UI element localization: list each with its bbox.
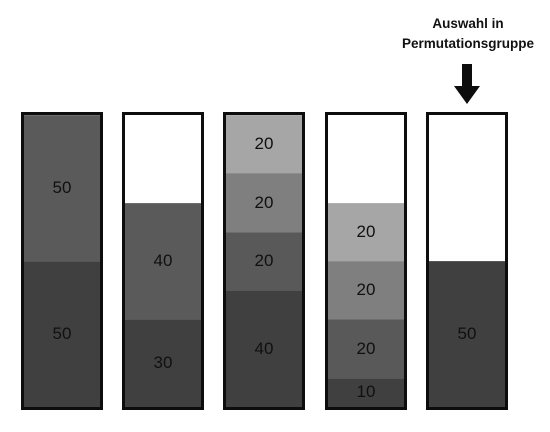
column-1-segment-2: 50 xyxy=(24,261,100,407)
column-4-segment-3: 20 xyxy=(328,319,404,377)
column-1: 50 50 xyxy=(21,112,103,410)
column-3-segment-4: 40 xyxy=(226,290,302,407)
column-3-segment-2: 20 xyxy=(226,173,302,231)
column-4: 20 20 20 10 xyxy=(325,112,407,410)
column-4-segment-1: 20 xyxy=(328,203,404,261)
annotation-label: Auswahl in Permutationsgruppe xyxy=(396,14,540,54)
column-4-segment-2: 20 xyxy=(328,261,404,319)
down-arrow-icon xyxy=(454,64,480,106)
annotation-line-1: Auswahl in xyxy=(396,14,540,34)
column-3-segment-3: 20 xyxy=(226,232,302,290)
column-1-segment-1: 50 xyxy=(24,115,100,261)
column-3-segment-1: 20 xyxy=(226,115,302,173)
column-5-segment-1: 50 xyxy=(429,261,505,407)
column-4-segment-4: 10 xyxy=(328,378,404,407)
column-2-segment-2: 30 xyxy=(125,319,201,407)
column-5: 50 xyxy=(426,112,508,410)
annotation-line-2: Permutationsgruppe xyxy=(396,34,540,54)
column-3: 20 20 20 40 xyxy=(223,112,305,410)
column-2-segment-1: 40 xyxy=(125,203,201,320)
column-2: 40 30 xyxy=(122,112,204,410)
